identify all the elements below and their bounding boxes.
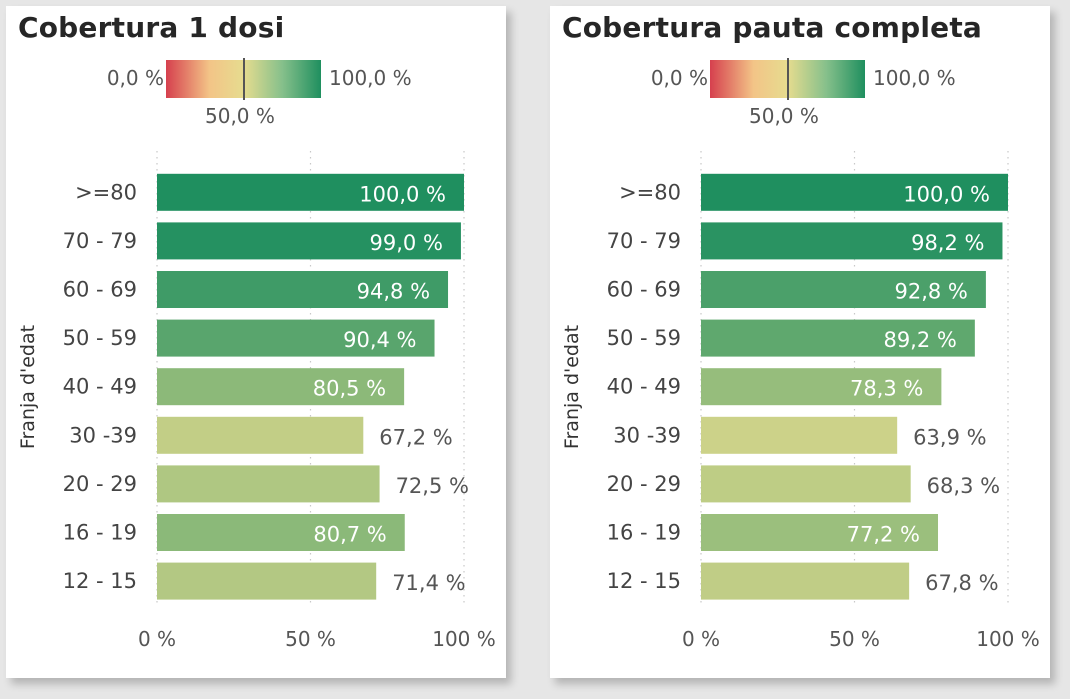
category-label: 70 - 79 (63, 229, 137, 253)
bar (157, 319, 435, 357)
x-tick-label: 100 % (432, 627, 496, 651)
bar (701, 173, 1008, 211)
data-label: 98,2 % (911, 231, 984, 255)
data-label: 92,8 % (895, 280, 968, 304)
bar (157, 514, 405, 551)
data-label: 94,8 % (357, 280, 430, 304)
color-scale-mid-label: 50,0 % (749, 104, 819, 128)
category-label: >=80 (75, 180, 137, 204)
bar (157, 368, 405, 406)
color-scale-mid-label: 50,0 % (205, 104, 275, 128)
data-label: 78,3 % (850, 377, 923, 401)
color-scale-min-label: 0,0 % (650, 66, 708, 90)
x-tick-label: 0 % (682, 627, 720, 651)
bar (157, 465, 380, 503)
category-label: 50 - 59 (63, 326, 137, 350)
category-label: 60 - 69 (63, 278, 137, 302)
category-label: 12 - 15 (63, 569, 137, 593)
data-label: 90,4 % (343, 328, 416, 352)
bar (157, 562, 377, 600)
bar (701, 368, 942, 406)
color-scale-min-label: 0,0 % (106, 66, 164, 90)
chart-title: Cobertura 1 dosi (18, 11, 285, 44)
bar (701, 271, 986, 308)
data-label: 67,2 % (379, 425, 452, 449)
x-tick-label: 100 % (976, 627, 1040, 651)
data-label: 67,8 % (925, 571, 998, 595)
category-label: 20 - 29 (607, 472, 681, 496)
bar (157, 222, 461, 260)
chart-title: Cobertura pauta completa (562, 11, 983, 44)
category-label: 50 - 59 (607, 326, 681, 350)
category-label: 40 - 49 (607, 375, 681, 399)
bar (701, 416, 898, 454)
bar (157, 173, 464, 211)
color-scale-mid-marker (243, 58, 245, 100)
category-label: >=80 (619, 180, 681, 204)
category-label: 20 - 29 (63, 472, 137, 496)
bar (157, 271, 449, 308)
bar (701, 465, 911, 503)
y-axis-label: Franja d'edat (561, 325, 583, 449)
data-label: 72,5 % (396, 474, 469, 498)
bar (701, 562, 910, 600)
data-label: 80,7 % (313, 523, 386, 547)
color-scale-max-label: 100,0 % (873, 66, 956, 90)
data-label: 80,5 % (313, 377, 386, 401)
data-label: 68,3 % (927, 474, 1000, 498)
x-tick-label: 0 % (138, 627, 176, 651)
color-scale-mid-marker (787, 58, 789, 100)
data-label: 99,0 % (370, 231, 443, 255)
bar (157, 416, 364, 454)
category-label: 70 - 79 (607, 229, 681, 253)
category-label: 16 - 19 (63, 521, 137, 545)
chart-panel-full-schedule: Cobertura pauta completa 0,0 % 100,0 % 5… (550, 6, 1050, 678)
data-label: 71,4 % (392, 571, 465, 595)
bar-chart-first-dose: 0 % 50 % 100 % Franja d'edat >=80 100,0 % 70 -… (17, 151, 496, 651)
data-label: 63,9 % (913, 425, 986, 449)
bar (701, 319, 975, 357)
category-label: 60 - 69 (607, 278, 681, 302)
data-label: 77,2 % (847, 523, 920, 547)
bar-chart-full-schedule: 0 % 50 % 100 % Franja d'edat >=80 100,0 % 70 -… (561, 151, 1040, 651)
x-tick-label: 50 % (285, 627, 336, 651)
category-label: 30 -39 (69, 423, 137, 447)
category-label: 40 - 49 (63, 375, 137, 399)
x-tick-label: 50 % (829, 627, 880, 651)
color-legend: 0,0 % 100,0 % 50,0 % (6, 6, 506, 146)
color-legend: 0,0 % 100,0 % 50,0 % (550, 6, 1050, 146)
color-scale-max-label: 100,0 % (329, 66, 412, 90)
category-label: 12 - 15 (607, 569, 681, 593)
data-label: 100,0 % (903, 182, 990, 206)
data-label: 89,2 % (883, 328, 956, 352)
chart-panel-first-dose: Cobertura 1 dosi 0,0 % 100,0 % 50,0 % 0 … (6, 6, 506, 678)
y-axis-label: Franja d'edat (17, 325, 39, 449)
category-label: 16 - 19 (607, 521, 681, 545)
bar (701, 514, 939, 551)
bar (701, 222, 1003, 260)
data-label: 100,0 % (359, 182, 446, 206)
category-label: 30 -39 (613, 423, 681, 447)
